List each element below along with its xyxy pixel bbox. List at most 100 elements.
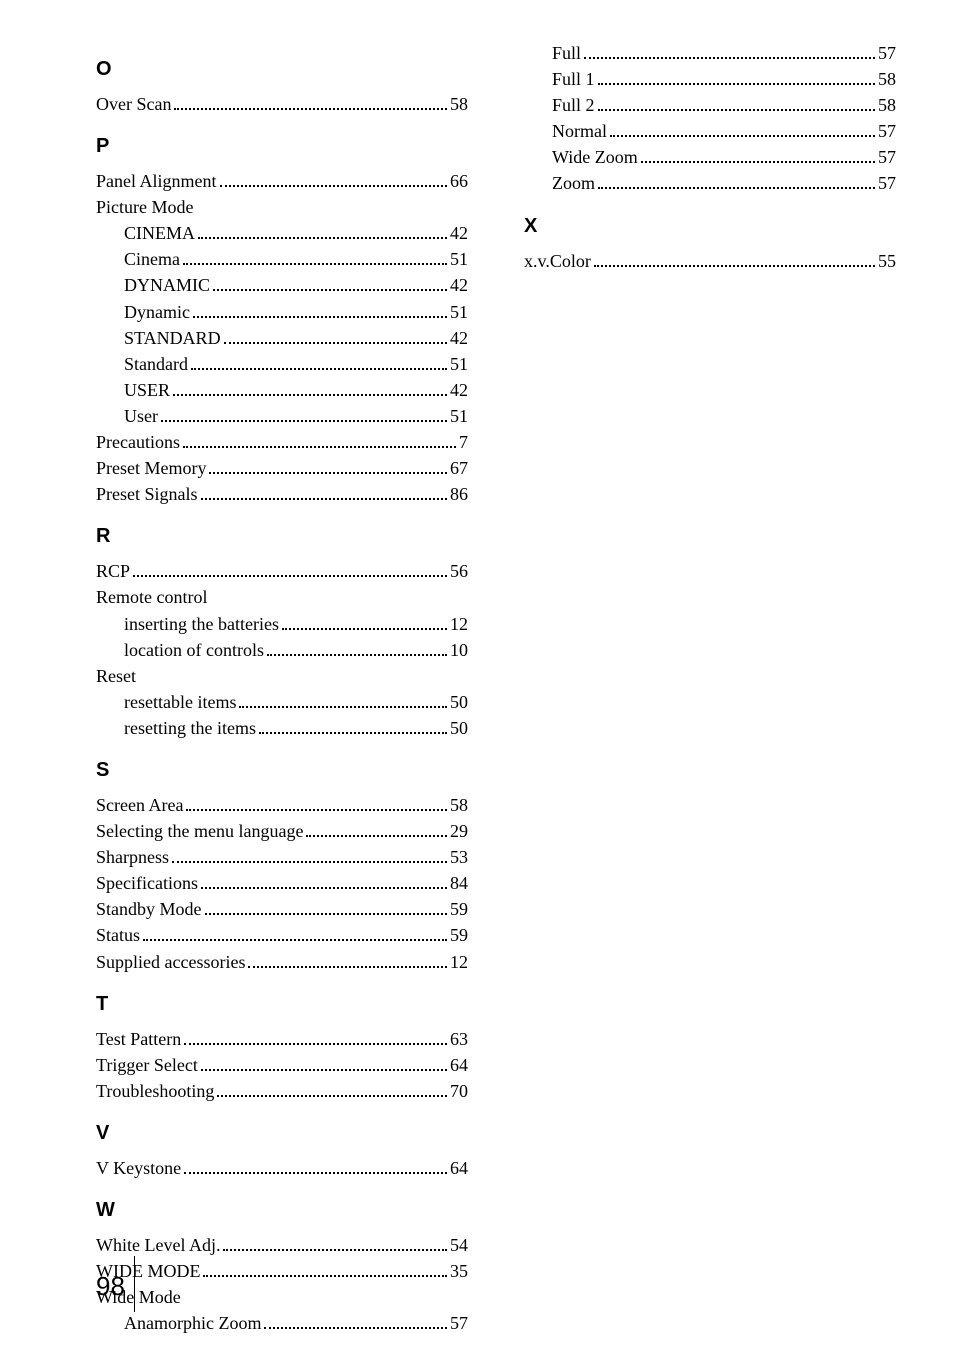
leader-dots [205,905,448,916]
leader-dots [306,826,447,837]
index-entry-page: 57 [878,144,896,170]
leader-dots [584,48,875,59]
index-columns: OOver Scan 58PPanel Alignment 66Picture … [96,40,898,1336]
index-entry: location of controls 10 [96,637,468,663]
leader-dots [173,385,447,396]
leader-dots [267,645,447,656]
index-entry: Preset Signals 86 [96,481,468,507]
index-entry-label: Panel Alignment [96,168,217,194]
index-entry: Zoom 57 [524,170,896,196]
index-entry: Full 57 [524,40,896,66]
index-entry: Panel Alignment 66 [96,168,468,194]
leader-dots [224,333,447,344]
index-entry-page: 58 [450,792,468,818]
index-entry-page: 12 [450,949,468,975]
index-entry-page: 58 [450,91,468,117]
index-entry: x.v.Color 55 [524,248,896,274]
index-entry-page: 42 [450,377,468,403]
leader-dots [220,176,448,187]
index-entry-label: Preset Memory [96,455,206,481]
index-entry-page: 56 [450,558,468,584]
index-entry-label: Troubleshooting [96,1078,214,1104]
index-entry: Precautions 7 [96,429,468,455]
index-entry-page: 35 [450,1258,468,1284]
index-entry-page: 50 [450,715,468,741]
index-entry: Screen Area 58 [96,792,468,818]
index-entry-label: RCP [96,558,130,584]
index-entry-label: Specifications [96,870,198,896]
index-entry: resetting the items 50 [96,715,468,741]
index-entry: Full 1 58 [524,66,896,92]
index-entry-page: 59 [450,922,468,948]
index-entry: Over Scan 58 [96,91,468,117]
index-entry-label: Trigger Select [96,1052,198,1078]
index-entry-page: 58 [878,66,896,92]
leader-dots [193,307,447,318]
index-entry-page: 57 [878,40,896,66]
index-entry-page: 57 [878,170,896,196]
leader-dots [598,100,875,111]
index-entry-page: 55 [878,248,896,274]
index-letter-heading: W [96,1199,468,1222]
index-letter-heading: S [96,759,468,782]
index-entry-page: 59 [450,896,468,922]
index-entry-label: Test Pattern [96,1026,181,1052]
index-letter-heading: R [96,525,468,548]
index-entry-label: CINEMA [124,220,195,246]
index-letter-heading: P [96,135,468,158]
leader-dots [259,723,447,734]
index-entry: Sharpness 53 [96,844,468,870]
index-entry-label: Precautions [96,429,180,455]
index-entry: DYNAMIC 42 [96,272,468,298]
index-entry: WIDE MODE 35 [96,1258,468,1284]
index-entry-label: USER [124,377,170,403]
index-entry: User 51 [96,403,468,429]
leader-dots [282,619,447,630]
index-entry-label: Wide Zoom [552,144,638,170]
index-entry-label: White Level Adj. [96,1232,220,1258]
index-entry-label: V Keystone [96,1155,181,1181]
leader-dots [161,411,447,422]
leader-dots [184,1163,447,1174]
index-letter-heading: O [96,58,468,81]
index-entry-page: 67 [450,455,468,481]
index-entry: Selecting the menu language 29 [96,818,468,844]
index-column-right: Full 57Full 1 58Full 2 58Normal 57Wide Z… [524,40,896,1336]
index-entry-label: Normal [552,118,607,144]
index-entry-label: x.v.Color [524,248,591,274]
leader-dots [598,179,875,190]
index-entry-page: 54 [450,1232,468,1258]
leader-dots [203,1266,447,1277]
index-entry-page: 51 [450,403,468,429]
index-entry-page: 7 [459,429,468,455]
index-entry-label: Anamorphic Zoom [124,1310,261,1336]
index-entry-label: Over Scan [96,91,171,117]
index-entry-label: User [124,403,158,429]
index-entry-label: Full 2 [552,92,595,118]
index-entry: inserting the batteries 12 [96,611,468,637]
index-entry-page: 64 [450,1155,468,1181]
index-entry-page: 50 [450,689,468,715]
index-entry-page: 57 [878,118,896,144]
index-letter-heading: V [96,1122,468,1145]
index-entry-label: STANDARD [124,325,221,351]
index-entry-label: resettable items [124,689,236,715]
index-column-left: OOver Scan 58PPanel Alignment 66Picture … [96,40,468,1336]
index-entry-page: 51 [450,351,468,377]
index-entry-label: Zoom [552,170,595,196]
index-entry-page: 51 [450,246,468,272]
leader-dots [183,255,447,266]
index-letter-heading: T [96,993,468,1016]
index-letter-heading: X [524,215,896,238]
leader-dots [201,489,448,500]
index-entry-page: 70 [450,1078,468,1104]
index-entry: Status 59 [96,922,468,948]
leader-dots [143,931,447,942]
index-entry: Full 2 58 [524,92,896,118]
index-entry-page: 12 [450,611,468,637]
index-entry-label: Cinema [124,246,180,272]
index-entry-label: location of controls [124,637,264,663]
index-entry-label: Dynamic [124,299,190,325]
leader-dots [610,126,875,137]
leader-dots [209,463,447,474]
